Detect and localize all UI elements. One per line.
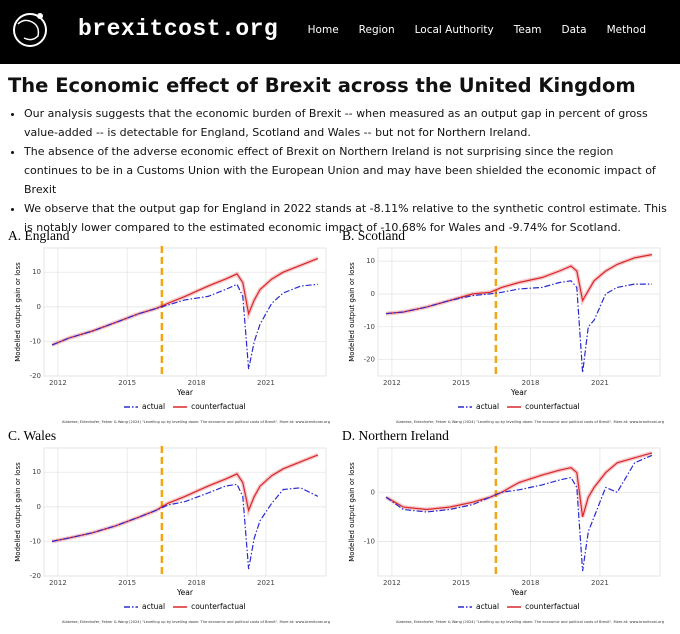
bullet: The absence of the adverse economic effe…	[24, 142, 670, 199]
x-tick-label: 2021	[591, 379, 609, 387]
x-tick-label: 2021	[591, 579, 609, 587]
y-tick-label: 0	[371, 290, 375, 298]
nav-link[interactable]: Region	[358, 24, 395, 36]
plot-area	[377, 247, 661, 377]
plot-area	[43, 247, 327, 377]
y-tick-label: 10	[32, 468, 41, 476]
y-tick-label: 0	[371, 488, 375, 496]
header: brexitcost.org Home Region Local Authority…	[0, 0, 680, 64]
x-tick-label: 2015	[118, 379, 136, 387]
chart-title: A. England	[8, 228, 70, 243]
x-tick-label: 2012	[383, 379, 401, 387]
plot-area	[377, 447, 661, 577]
legend-label: actual	[142, 402, 165, 411]
series-line	[385, 452, 653, 518]
x-axis-label: Year	[510, 388, 528, 397]
x-tick-label: 2012	[383, 579, 401, 587]
y-tick-label: -10	[30, 337, 41, 345]
x-tick-label: 2015	[118, 579, 136, 587]
y-tick-label: -10	[364, 538, 375, 546]
nav-link[interactable]: Team	[513, 24, 542, 36]
y-axis-label: Modelled output gain or loss	[348, 262, 356, 362]
chart: D. Northern Ireland -10 0 2012 2015 2018 2021 Y…	[342, 428, 664, 624]
chart-caption: Alabrese, Eidenhofer, Fetzer & Wang (202…	[62, 620, 330, 624]
x-tick-label: 2012	[49, 579, 67, 587]
y-tick-label: -10	[364, 323, 375, 331]
page-title: The Economic effect of Brexit across the…	[8, 74, 636, 97]
nav: Home Region Local Authority Team Data Method	[308, 24, 646, 36]
x-tick-label: 2018	[522, 579, 540, 587]
legend-label: actual	[476, 402, 499, 411]
series-line	[51, 257, 319, 346]
series-line	[386, 280, 652, 373]
series-line	[385, 454, 653, 572]
nav-link[interactable]: Method	[606, 24, 646, 36]
y-tick-label: -20	[30, 372, 41, 380]
logo-icon	[13, 13, 47, 47]
chart: C. Wales -20 -10 0 10 2012 2015 2018 2021 Year Mod…	[8, 428, 330, 624]
x-tick-label: 2012	[49, 379, 67, 387]
legend-label: counterfactual	[525, 402, 580, 411]
y-axis-label: Modelled output gain or loss	[14, 262, 22, 362]
y-axis-label: Modelled output gain or loss	[14, 462, 22, 562]
nav-link[interactable]: Data	[561, 24, 587, 36]
chart-caption: Alabrese, Eidenhofer, Fetzer & Wang (202…	[396, 420, 664, 424]
chart-title: D. Northern Ireland	[342, 428, 449, 443]
chart-title: B. Scotland	[342, 228, 405, 243]
logo[interactable]: brexitcost.org	[78, 16, 279, 42]
x-axis-label: Year	[510, 588, 528, 597]
bullet: Our analysis suggests that the economic …	[24, 104, 670, 142]
legend-label: counterfactual	[191, 602, 246, 611]
y-tick-label: 10	[32, 268, 41, 276]
y-tick-label: -20	[30, 572, 41, 580]
x-tick-label: 2018	[522, 379, 540, 387]
y-tick-label: 0	[37, 303, 41, 311]
y-tick-label: 10	[366, 257, 375, 265]
series-line	[51, 483, 319, 570]
chart-caption: Alabrese, Eidenhofer, Fetzer & Wang (202…	[396, 620, 664, 624]
x-tick-label: 2021	[257, 579, 275, 587]
x-tick-label: 2018	[188, 379, 206, 387]
chart-title: C. Wales	[8, 428, 56, 443]
series-line	[386, 254, 653, 315]
plot-area	[43, 447, 327, 577]
legend-label: counterfactual	[191, 402, 246, 411]
x-axis-label: Year	[176, 588, 194, 597]
bullet: We observe that the output gap for Engla…	[24, 199, 670, 237]
legend-label: actual	[476, 602, 499, 611]
x-axis-label: Year	[176, 388, 194, 397]
legend-label: counterfactual	[525, 602, 580, 611]
y-axis-label: Modelled output gain or loss	[348, 462, 356, 562]
y-tick-label: -10	[30, 537, 41, 545]
bullet-list: Our analysis suggests that the economic …	[6, 104, 670, 237]
chart: A. England -20 -10 0 10 2012 2015 2018 2021 Year M…	[8, 228, 330, 424]
x-tick-label: 2021	[257, 379, 275, 387]
y-tick-label: -20	[364, 356, 375, 364]
nav-link[interactable]: Local Authority	[414, 24, 494, 36]
x-tick-label: 2018	[188, 579, 206, 587]
chart: B. Scotland -20 -10 0 10 2012 2015 2018 2021 Year…	[342, 228, 664, 424]
x-tick-label: 2015	[452, 379, 470, 387]
nav-link[interactable]: Home	[307, 24, 339, 36]
y-tick-label: 0	[37, 503, 41, 511]
legend-label: actual	[142, 602, 165, 611]
x-tick-label: 2015	[452, 579, 470, 587]
chart-caption: Alabrese, Eidenhofer, Fetzer & Wang (202…	[62, 420, 330, 424]
